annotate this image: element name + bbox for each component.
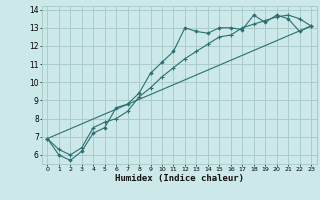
X-axis label: Humidex (Indice chaleur): Humidex (Indice chaleur) bbox=[115, 174, 244, 183]
